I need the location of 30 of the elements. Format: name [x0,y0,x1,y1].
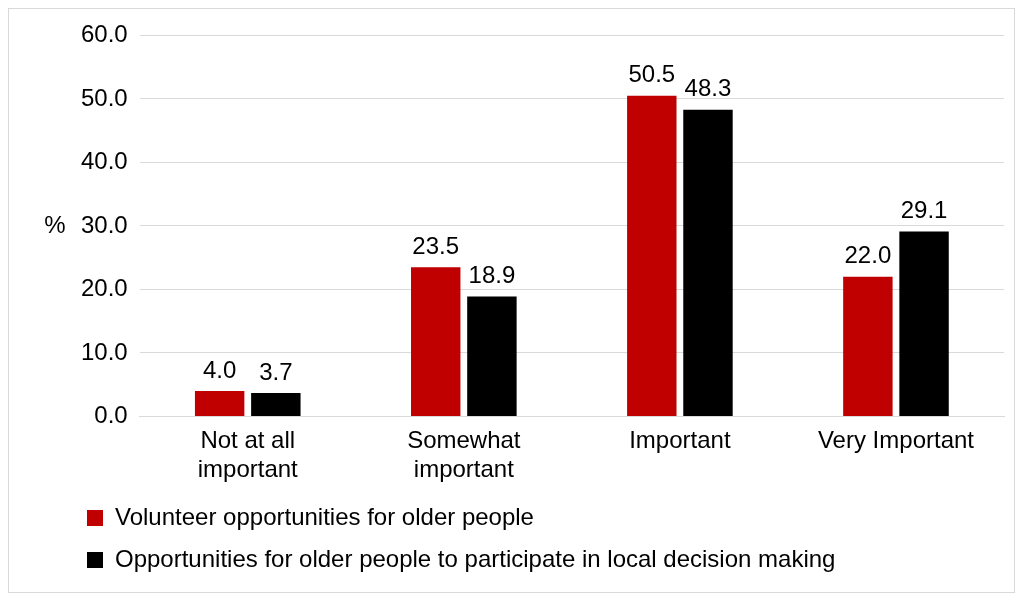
y-tick-label: 20.0 [80,274,128,302]
y-tick-label: 0.0 [94,401,128,429]
y-tick-label: 50.0 [80,83,128,111]
y-tick-label: 60.0 [80,20,128,48]
bar [899,231,949,416]
bar [627,95,677,416]
bar [467,296,517,416]
x-tick-label: Important [629,426,731,454]
bar [843,276,893,416]
data-label: 29.1 [900,196,948,224]
y-tick-label: 10.0 [80,337,128,365]
legend-label: Volunteer opportunities for older people [115,502,534,530]
data-label: 4.0 [202,355,237,383]
data-label: 22.0 [844,241,892,269]
bar [411,267,461,416]
bar [683,109,733,416]
data-label: 23.5 [412,231,460,259]
data-label: 18.9 [468,261,516,289]
bar [251,392,301,416]
y-axis-title: % [44,210,66,238]
x-tick-label: Not at all important [197,426,299,483]
x-tick-label: Somewhat important [407,426,521,483]
y-tick-label: 30.0 [80,210,128,238]
y-tick-label: 40.0 [80,147,128,175]
data-label: 50.5 [628,60,676,88]
bar [194,391,245,416]
data-label: 3.7 [259,357,293,385]
data-label: 48.3 [684,74,732,102]
x-tick-label: Very Important [817,426,975,454]
legend-label: Opportunities for older people to participate in local decision making [115,544,836,572]
